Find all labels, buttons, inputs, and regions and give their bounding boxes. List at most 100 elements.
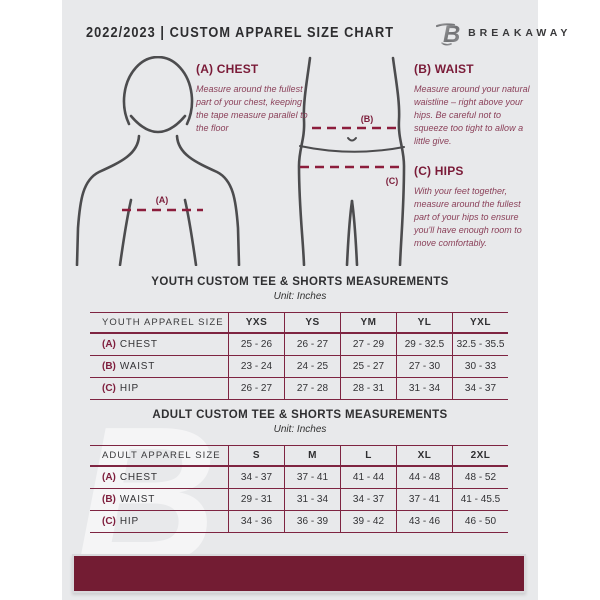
size-header-cell: ADULT APPAREL SIZE xyxy=(90,445,228,467)
chest-line-label: (A) xyxy=(156,195,169,205)
navel-mark xyxy=(347,137,357,142)
value-cell: 34 - 37 xyxy=(452,378,508,400)
youth-size-table: YOUTH APPAREL SIZE YXS YS YM YL YXL (A) CHEST 25… xyxy=(90,312,508,400)
left-torso-line xyxy=(118,198,133,266)
left-shoulder-arm xyxy=(75,134,141,266)
column-header-cell: 2XL xyxy=(452,445,508,467)
svg-text:B: B xyxy=(443,21,460,47)
adult-unit-label: Unit: Inches xyxy=(273,424,327,435)
value-cell: 48 - 52 xyxy=(452,467,508,489)
value-cell: 37 - 41 xyxy=(284,467,340,489)
value-cell: 41 - 45.5 xyxy=(452,489,508,511)
value-cell: 23 - 24 xyxy=(228,356,284,378)
value-cell: 34 - 37 xyxy=(340,489,396,511)
column-header-cell: YL xyxy=(396,312,452,334)
left-hip-leg-outline xyxy=(297,56,312,266)
adult-size-table: ADULT APPAREL SIZE S M L XL 2XL (A) CHEST 34 - 3… xyxy=(90,445,508,533)
value-cell: 31 - 34 xyxy=(284,489,340,511)
row-label-cell: (B) WAIST xyxy=(90,356,228,378)
row-label-cell: (C) HIP xyxy=(90,378,228,400)
right-hip-leg-outline xyxy=(391,56,406,266)
row-label: CHEST xyxy=(119,472,158,483)
row-prefix: (C) xyxy=(102,383,116,394)
value-cell: 27 - 28 xyxy=(284,378,340,400)
chest-instruction-block: (A) CHEST Measure around the fullest par… xyxy=(196,62,308,135)
column-header-cell: S xyxy=(228,445,284,467)
brand-block: B BREAKAWAY xyxy=(436,19,571,47)
value-cell: 32.5 - 35.5 xyxy=(452,334,508,356)
breakaway-logo-icon: B xyxy=(436,21,460,47)
row-prefix: (A) xyxy=(102,472,116,483)
row-label-cell: (A) CHEST xyxy=(90,334,228,356)
chest-heading: (A) CHEST xyxy=(196,62,259,76)
content-area: 2022/2023 | CUSTOM APPAREL SIZE CHART B … xyxy=(62,0,567,600)
value-cell: 37 - 41 xyxy=(396,489,452,511)
hips-line-label: (C) xyxy=(386,176,399,186)
value-cell: 41 - 44 xyxy=(340,467,396,489)
row-label: HIP xyxy=(119,383,139,394)
column-header-cell: L xyxy=(340,445,396,467)
waist-heading: (B) WAIST xyxy=(414,62,474,76)
value-cell: 43 - 46 xyxy=(396,511,452,533)
upper-body-diagram: (A) xyxy=(75,56,241,266)
chest-instructions: Measure around the fullest part of your … xyxy=(196,84,308,134)
value-cell: 25 - 27 xyxy=(340,356,396,378)
waist-instructions: Measure around your natural waistline – … xyxy=(414,84,530,147)
hip-crease-line xyxy=(299,145,405,153)
value-cell: 29 - 31 xyxy=(228,489,284,511)
column-header-cell: YXL xyxy=(452,312,508,334)
row-prefix: (A) xyxy=(102,339,116,350)
value-cell: 24 - 25 xyxy=(284,356,340,378)
lower-body-diagram: (B) (C) xyxy=(297,56,406,266)
hips-instruction-block: (C) HIPS With your feet together, measur… xyxy=(414,164,536,250)
column-header-cell: YXS xyxy=(228,312,284,334)
value-cell: 27 - 30 xyxy=(396,356,452,378)
inner-left-leg-line xyxy=(345,199,354,266)
column-header-cell: YS xyxy=(284,312,340,334)
column-header-cell: XL xyxy=(396,445,452,467)
youth-section-title: YOUTH CUSTOM TEE & SHORTS MEASUREMENTS xyxy=(151,276,449,288)
column-header-cell: M xyxy=(284,445,340,467)
hips-heading: (C) HIPS xyxy=(414,164,464,178)
value-cell: 39 - 42 xyxy=(340,511,396,533)
youth-unit-label: Unit: Inches xyxy=(273,291,327,302)
row-label-cell: (C) HIP xyxy=(90,511,228,533)
brand-name: BREAKAWAY xyxy=(468,27,572,39)
value-cell: 30 - 33 xyxy=(452,356,508,378)
value-cell: 26 - 27 xyxy=(284,334,340,356)
chin-outline xyxy=(129,114,187,134)
row-label: HIP xyxy=(119,516,139,527)
hips-instructions: With your feet together, measure around … xyxy=(414,186,522,249)
value-cell: 26 - 27 xyxy=(228,378,284,400)
waist-line-label: (B) xyxy=(361,114,374,124)
value-cell: 34 - 37 xyxy=(228,467,284,489)
row-label: WAIST xyxy=(119,361,156,372)
row-label-cell: (B) WAIST xyxy=(90,489,228,511)
page-header: 2022/2023 | CUSTOM APPAREL SIZE CHART B … xyxy=(86,20,567,47)
adult-section-title: ADULT CUSTOM TEE & SHORTS MEASUREMENTS xyxy=(152,409,448,421)
row-label: WAIST xyxy=(119,494,156,505)
value-cell: 46 - 50 xyxy=(452,511,508,533)
value-cell: 34 - 36 xyxy=(228,511,284,533)
value-cell: 28 - 31 xyxy=(340,378,396,400)
inner-right-leg-line xyxy=(350,199,359,266)
value-cell: 44 - 48 xyxy=(396,467,452,489)
row-label-cell: (A) CHEST xyxy=(90,467,228,489)
right-shoulder-arm xyxy=(175,134,241,266)
size-header-cell: YOUTH APPAREL SIZE xyxy=(90,312,228,334)
value-cell: 27 - 29 xyxy=(340,334,396,356)
footer-bar xyxy=(72,554,526,593)
row-prefix: (B) xyxy=(102,494,116,505)
value-cell: 29 - 32.5 xyxy=(396,334,452,356)
value-cell: 36 - 39 xyxy=(284,511,340,533)
head-outline xyxy=(122,56,194,126)
row-prefix: (C) xyxy=(102,516,116,527)
value-cell: 31 - 34 xyxy=(396,378,452,400)
column-header-cell: YM xyxy=(340,312,396,334)
row-prefix: (B) xyxy=(102,361,116,372)
page-title: 2022/2023 | CUSTOM APPAREL SIZE CHART xyxy=(86,25,395,41)
waist-instruction-block: (B) WAIST Measure around your natural wa… xyxy=(414,62,536,148)
row-label: CHEST xyxy=(119,339,158,350)
value-cell: 25 - 26 xyxy=(228,334,284,356)
